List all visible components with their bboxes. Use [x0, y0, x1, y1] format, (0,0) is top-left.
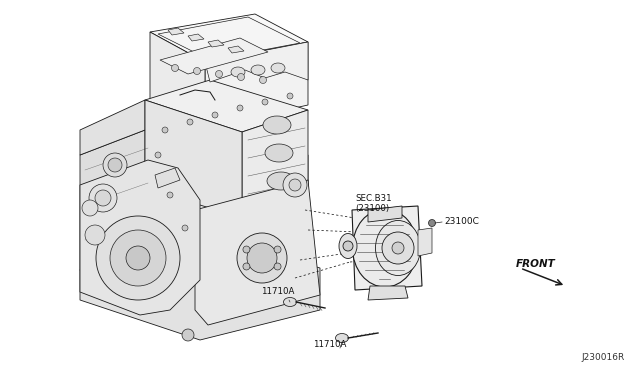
Circle shape	[110, 230, 166, 286]
Circle shape	[392, 242, 404, 254]
Circle shape	[85, 225, 105, 245]
Text: 11710A: 11710A	[314, 340, 347, 349]
Circle shape	[162, 127, 168, 133]
Polygon shape	[80, 100, 145, 155]
Circle shape	[167, 192, 173, 198]
Polygon shape	[145, 155, 308, 298]
Circle shape	[243, 246, 250, 253]
Polygon shape	[228, 46, 244, 53]
Circle shape	[82, 200, 98, 216]
Circle shape	[237, 233, 287, 283]
Ellipse shape	[284, 298, 296, 307]
Circle shape	[289, 179, 301, 191]
Ellipse shape	[267, 172, 295, 190]
Polygon shape	[352, 206, 422, 290]
Polygon shape	[80, 160, 200, 315]
Polygon shape	[150, 14, 308, 62]
Polygon shape	[195, 180, 320, 325]
Ellipse shape	[231, 67, 245, 77]
Polygon shape	[368, 286, 408, 300]
Text: 23100C: 23100C	[444, 217, 479, 225]
Polygon shape	[145, 80, 308, 132]
Ellipse shape	[335, 334, 349, 343]
Polygon shape	[145, 100, 242, 218]
Polygon shape	[160, 38, 268, 74]
Circle shape	[212, 112, 218, 118]
Polygon shape	[205, 42, 308, 82]
Circle shape	[187, 119, 193, 125]
Circle shape	[287, 93, 293, 99]
Circle shape	[274, 263, 281, 270]
Polygon shape	[205, 42, 308, 128]
Polygon shape	[368, 206, 402, 222]
Circle shape	[237, 74, 244, 80]
Circle shape	[126, 246, 150, 270]
Polygon shape	[150, 32, 205, 128]
Text: SEC.B31
(23100): SEC.B31 (23100)	[355, 193, 392, 213]
Circle shape	[382, 232, 414, 264]
Circle shape	[89, 184, 117, 212]
Text: 11710A: 11710A	[261, 287, 294, 296]
Circle shape	[108, 158, 122, 172]
Circle shape	[96, 216, 180, 300]
Circle shape	[283, 173, 307, 197]
Polygon shape	[80, 232, 320, 340]
Polygon shape	[158, 17, 300, 60]
Polygon shape	[418, 228, 432, 256]
Ellipse shape	[271, 63, 285, 73]
Ellipse shape	[251, 65, 265, 75]
Polygon shape	[168, 28, 184, 35]
Circle shape	[243, 263, 250, 270]
Circle shape	[155, 152, 161, 158]
Circle shape	[343, 241, 353, 251]
Ellipse shape	[265, 144, 293, 162]
Polygon shape	[155, 168, 180, 188]
Circle shape	[103, 153, 127, 177]
Circle shape	[95, 190, 111, 206]
Circle shape	[237, 105, 243, 111]
Ellipse shape	[353, 209, 417, 287]
Circle shape	[182, 225, 188, 231]
Circle shape	[172, 64, 179, 71]
Polygon shape	[188, 34, 204, 41]
Polygon shape	[80, 130, 145, 298]
Ellipse shape	[339, 234, 357, 259]
Circle shape	[262, 99, 268, 105]
Circle shape	[216, 71, 223, 77]
Circle shape	[193, 67, 200, 74]
Polygon shape	[242, 110, 308, 218]
Polygon shape	[208, 40, 224, 47]
Text: FRONT: FRONT	[516, 259, 556, 269]
Ellipse shape	[263, 116, 291, 134]
Circle shape	[259, 77, 266, 83]
Circle shape	[247, 243, 277, 273]
Ellipse shape	[376, 221, 420, 276]
Circle shape	[274, 246, 281, 253]
Text: J230016R: J230016R	[582, 353, 625, 362]
Circle shape	[182, 329, 194, 341]
Circle shape	[429, 219, 435, 227]
